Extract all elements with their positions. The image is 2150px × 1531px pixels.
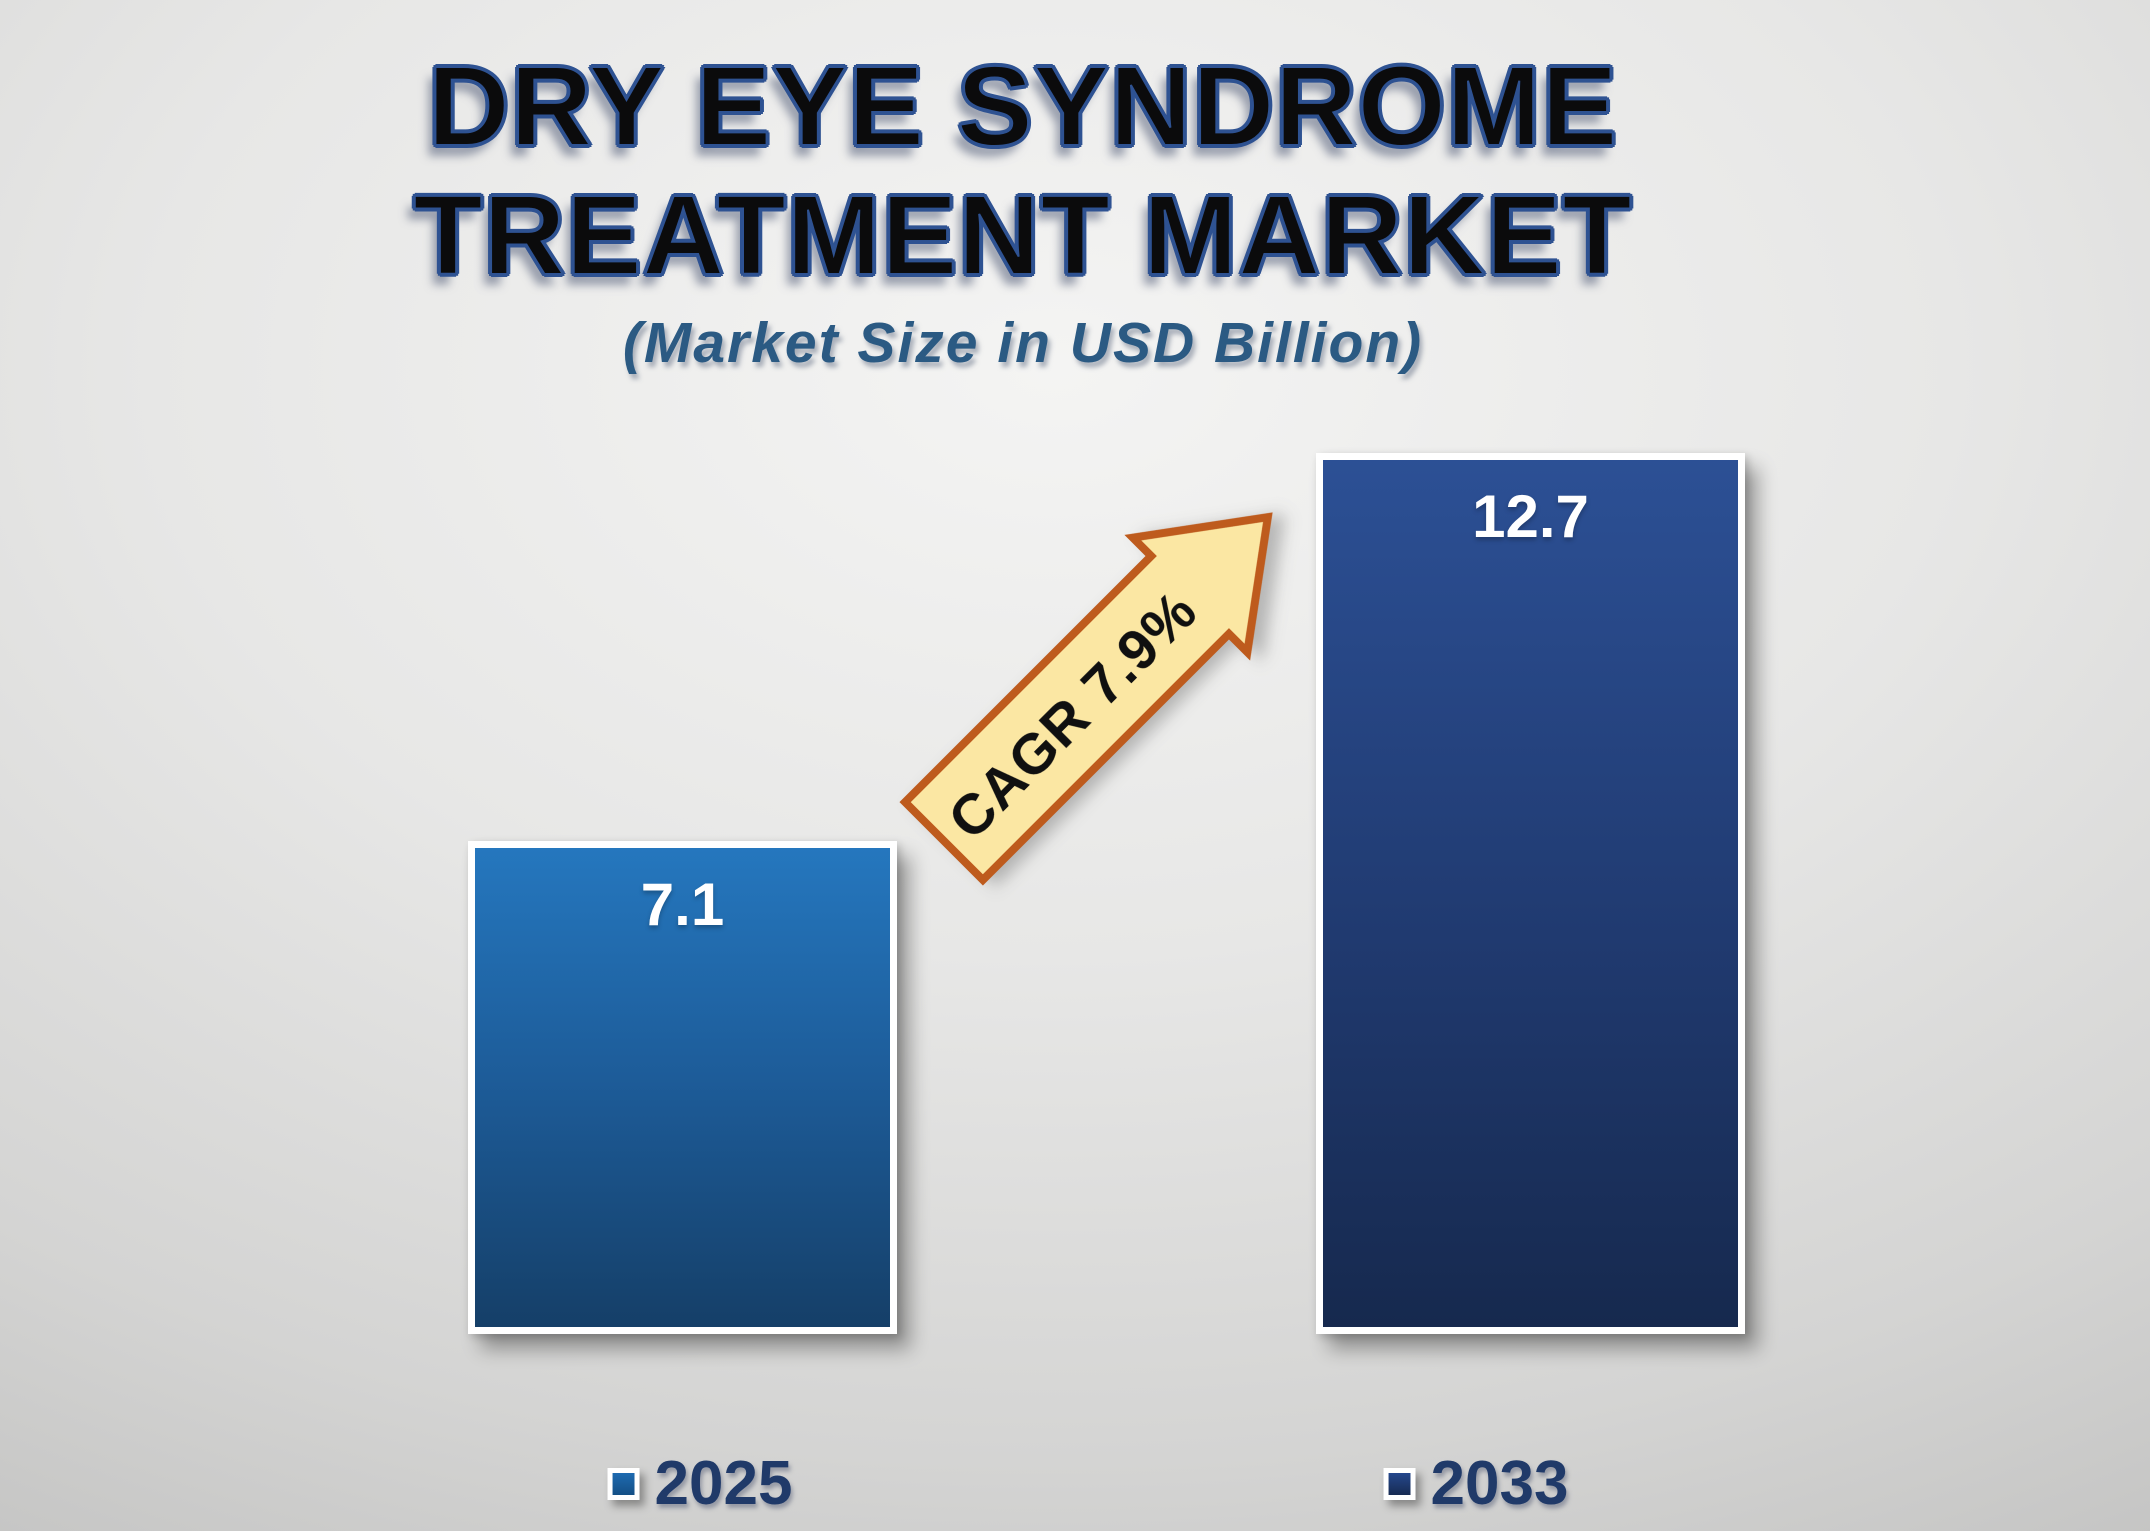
chart-title-line2: TREATMENT MARKET <box>412 171 1633 299</box>
arrow-shape <box>899 512 1273 886</box>
chart-title-line1: DRY EYE SYNDROME <box>427 42 1619 170</box>
bar-2025: 7.1 <box>468 841 897 1334</box>
chart-subtitle: (Market Size in USD Billion) <box>622 311 1424 375</box>
legend-swatch-2025-icon <box>607 1467 640 1500</box>
legend-label-2025: 2025 <box>654 1449 793 1518</box>
bar-2033: 12.7 <box>1316 453 1745 1334</box>
bar-2033-value-label: 12.7 <box>1472 483 1589 550</box>
cagr-label: CAGR 7.9% <box>936 578 1209 851</box>
legend-item-2033: 2033 <box>1383 1448 1569 1519</box>
bar-2025-value-label: 7.1 <box>640 871 725 938</box>
legend-swatch-2033-icon <box>1383 1467 1416 1500</box>
legend-item-2025: 2025 <box>607 1448 793 1519</box>
chart-title-block: DRY EYE SYNDROME TREATMENT MARKET (Marke… <box>0 42 2046 376</box>
cagr-growth-arrow-icon: CAGR 7.9% <box>899 512 1273 886</box>
legend-label-2033: 2033 <box>1430 1449 1569 1518</box>
